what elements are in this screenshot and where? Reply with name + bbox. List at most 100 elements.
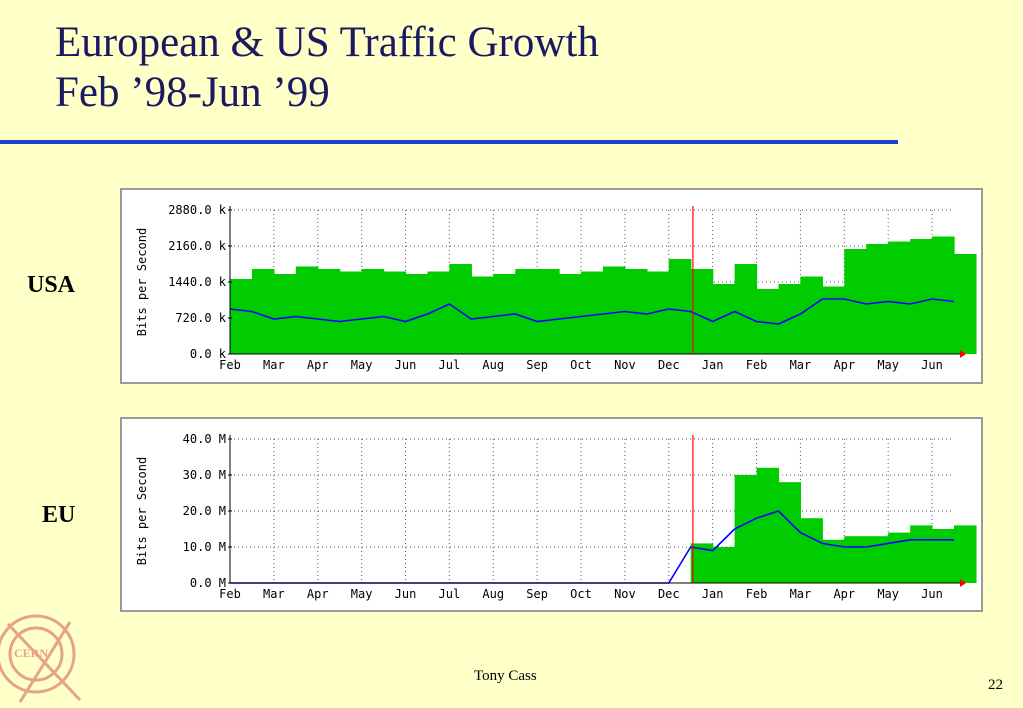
traffic-in-bar <box>668 259 692 354</box>
traffic-in-bar <box>888 532 911 583</box>
x-tick-label: Jun <box>921 587 943 601</box>
traffic-in-bar <box>471 276 494 354</box>
traffic-in-bar <box>800 518 823 583</box>
title-line-2: Feb ’98-Jun ’99 <box>55 69 330 116</box>
traffic-in-bars <box>690 467 977 583</box>
traffic-in-bar <box>932 529 955 583</box>
traffic-in-bar <box>888 241 911 354</box>
x-tick-label: Mar <box>263 587 285 601</box>
traffic-in-bar <box>361 269 385 354</box>
traffic-in-bar <box>822 286 845 354</box>
traffic-in-bar <box>954 254 977 354</box>
traffic-in-bar <box>932 236 955 354</box>
y-tick-label: 10.0 M <box>183 540 226 554</box>
x-tick-label: Aug <box>482 587 504 601</box>
x-tick-label: May <box>877 358 899 372</box>
title-underline <box>0 140 898 144</box>
x-tick-label: May <box>351 587 373 601</box>
traffic-in-bar <box>230 279 253 354</box>
y-tick-label: 30.0 M <box>183 468 226 482</box>
traffic-in-bar <box>581 271 604 354</box>
traffic-in-bar <box>559 274 582 354</box>
usa-row-label: USA <box>27 272 76 298</box>
x-tick-label: Jun <box>921 358 943 372</box>
traffic-in-bar <box>273 274 297 354</box>
x-axis-arrow <box>960 350 966 358</box>
x-tick-label: Dec <box>658 587 680 601</box>
x-tick-label: Aug <box>482 358 504 372</box>
grid <box>229 438 954 583</box>
y-tick-label: 2880.0 k <box>168 203 227 217</box>
x-tick-label: Feb <box>746 358 768 372</box>
slide-title: European & US Traffic Growth Feb ’98-Jun… <box>55 18 599 118</box>
x-tick-label: Mar <box>790 358 812 372</box>
traffic-in-bar <box>493 274 516 354</box>
y-axis-label: Bits per Second <box>135 228 149 336</box>
traffic-in-bar <box>800 276 823 354</box>
y-tick-label: 1440.0 k <box>168 275 227 289</box>
x-tick-label: Jul <box>439 587 461 601</box>
traffic-in-bar <box>317 269 341 354</box>
traffic-out-line <box>229 298 955 325</box>
y-tick-label: 0.0 k <box>190 347 227 361</box>
x-tick-label: Feb <box>219 358 241 372</box>
x-tick-label: Apr <box>833 358 855 372</box>
traffic-in-bar <box>427 271 450 354</box>
traffic-in-bar <box>405 274 429 354</box>
y-axis-label: Bits per Second <box>135 457 149 565</box>
traffic-in-bar <box>646 271 670 354</box>
traffic-in-bar <box>602 266 626 354</box>
x-tick-label: Apr <box>833 587 855 601</box>
traffic-in-bar <box>778 482 802 583</box>
traffic-in-bar <box>251 269 275 354</box>
x-tick-label: Mar <box>263 358 285 372</box>
y-tick-label: 0.0 M <box>190 576 226 590</box>
x-tick-label: May <box>877 587 899 601</box>
x-tick-label: Oct <box>570 358 592 372</box>
traffic-in-bar <box>866 244 889 354</box>
traffic-in-bar <box>712 547 736 583</box>
usa-chart-svg: 0.0 k 720.0 k 1440.0 k 2160.0 k 2880.0 k Feb M… <box>135 203 977 372</box>
x-tick-label: Sep <box>526 587 548 601</box>
traffic-in-bar <box>537 269 560 354</box>
x-tick-label: Feb <box>219 587 241 601</box>
traffic-in-bar <box>734 475 758 583</box>
x-tick-label: Apr <box>307 587 329 601</box>
traffic-in-bar <box>515 269 538 354</box>
x-tick-label: May <box>351 358 373 372</box>
traffic-in-bar <box>690 543 714 583</box>
traffic-in-bar <box>910 525 933 583</box>
usa-traffic-chart: 0.0 k 720.0 k 1440.0 k 2160.0 k 2880.0 k Feb M… <box>120 188 983 384</box>
traffic-in-bar <box>712 284 736 354</box>
author-footer: Tony Cass <box>474 668 537 684</box>
traffic-in-bar <box>822 539 845 583</box>
x-axis-arrow <box>960 579 966 587</box>
traffic-in-bar <box>844 536 867 583</box>
cern-logo: CERN <box>0 614 82 703</box>
traffic-in-bar <box>295 266 319 354</box>
x-tick-label: Jul <box>439 358 461 372</box>
x-tick-label: Jan <box>702 358 724 372</box>
x-tick-label: Jan <box>702 587 724 601</box>
traffic-in-bar <box>910 239 933 354</box>
y-tick-label: 720.0 k <box>175 311 226 325</box>
traffic-in-bar <box>734 264 758 354</box>
x-tick-label: Feb <box>746 587 768 601</box>
y-tick-label: 40.0 M <box>183 432 226 446</box>
x-tick-label: Jun <box>395 358 417 372</box>
traffic-in-bars <box>230 236 977 354</box>
x-tick-label: Mar <box>790 587 812 601</box>
title-line-1: European & US Traffic Growth <box>55 19 599 66</box>
traffic-in-bar <box>756 289 780 354</box>
traffic-in-bar <box>624 269 648 354</box>
x-tick-label: Nov <box>614 587 636 601</box>
traffic-in-bar <box>449 264 472 354</box>
eu-chart-svg: 0.0 M 10.0 M 20.0 M 30.0 M 40.0 M Feb Mar Apr Ma… <box>135 432 977 601</box>
traffic-in-bar <box>339 271 363 354</box>
y-tick-label: 20.0 M <box>183 504 226 518</box>
traffic-in-bar <box>383 271 407 354</box>
x-tick-label: Nov <box>614 358 636 372</box>
x-tick-label: Oct <box>570 587 592 601</box>
eu-row-label: EU <box>42 502 76 528</box>
traffic-in-bar <box>954 525 977 583</box>
